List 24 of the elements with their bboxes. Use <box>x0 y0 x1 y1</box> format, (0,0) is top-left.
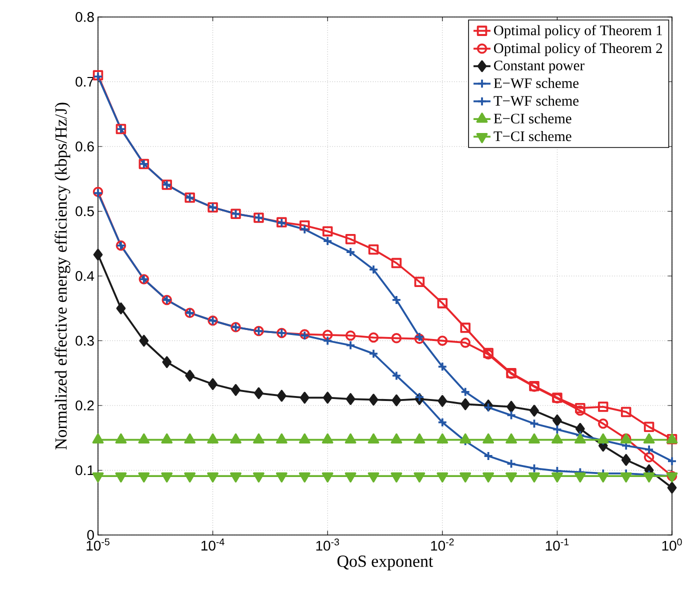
y-tick-label: 0.1 <box>76 465 94 476</box>
x-tick-label: 10$^{-2}$ <box>431 538 454 551</box>
x-tick-label: 10$^{-1}$ <box>546 538 569 551</box>
legend-label: T−WF scheme <box>494 96 579 106</box>
y-tick-label: 0.3 <box>76 336 94 346</box>
x-tick-label: 10$^{-5}$ <box>86 538 110 551</box>
y-tick-label: 0.4 <box>76 271 94 281</box>
y-tick-label: 0.2 <box>76 400 94 410</box>
y-tick-label: 0.5 <box>76 206 94 216</box>
legend-label: E−CI scheme <box>494 113 572 124</box>
x-tick-label: 10$^{-3}$ <box>316 538 340 551</box>
legend-label: Optimal policy of Theorem 1 <box>494 24 662 38</box>
y-tick-label: 0.7 <box>76 76 94 87</box>
legend-label: Optimal policy of Theorem 2 <box>494 42 662 56</box>
y-tick-label: 0.6 <box>76 142 94 152</box>
legend-label: T−CI scheme <box>494 130 572 142</box>
x-tick-label: 10$^{0}$ <box>662 538 682 551</box>
legend-label: E−WF scheme <box>494 78 579 88</box>
x-tick-label: 10$^{-4}$ <box>202 538 224 551</box>
y-axis-title: Normalized effective energy efficiency (kbps/Hz/J) <box>54 102 70 450</box>
x-axis-title: QoS exponent <box>337 556 434 570</box>
y-tick-label: 0 <box>87 530 94 540</box>
legend-label: Constant power <box>494 60 584 74</box>
y-tick-label: 0.8 <box>76 12 94 22</box>
